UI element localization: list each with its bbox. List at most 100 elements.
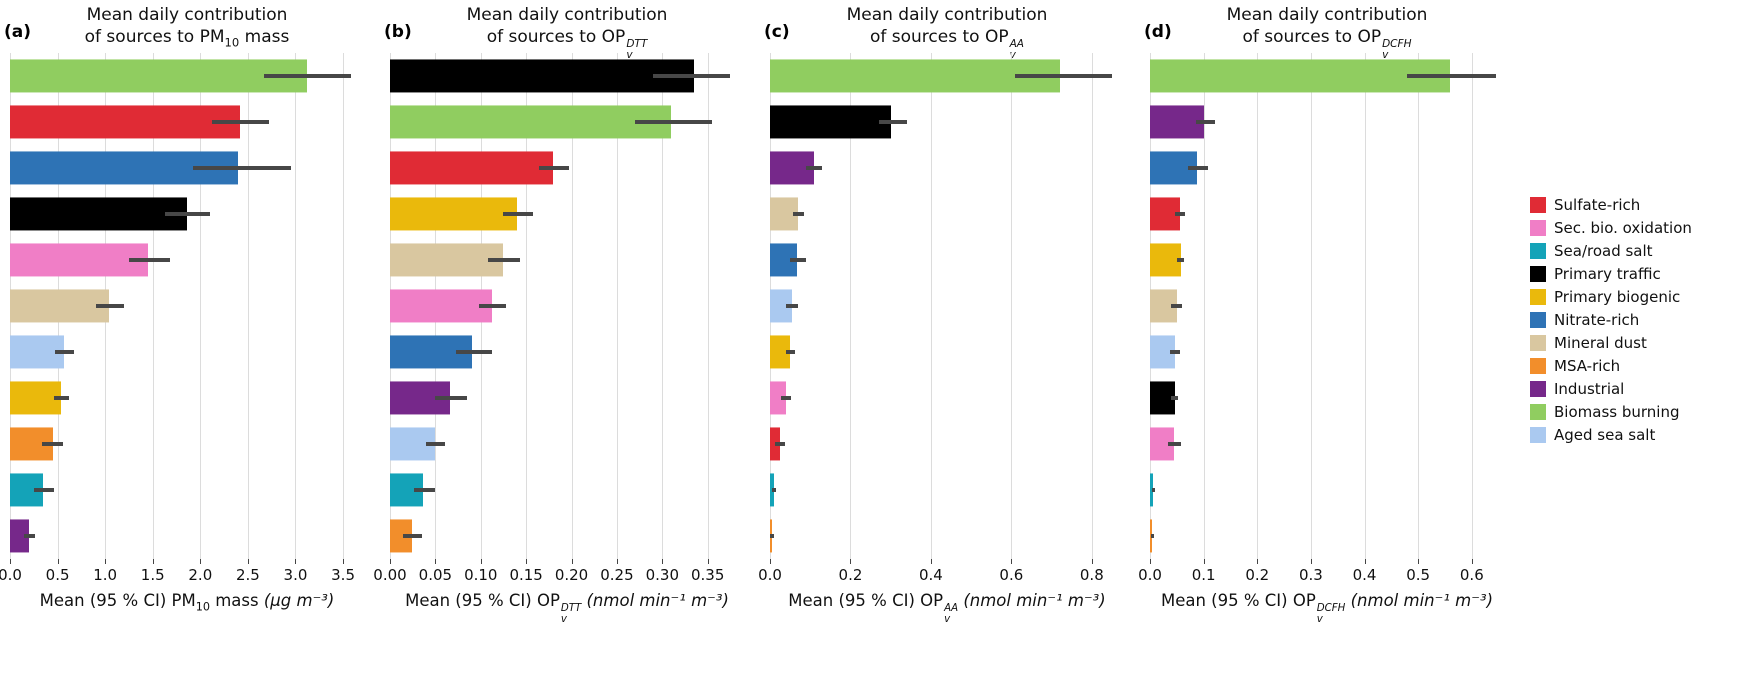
legend-item-sulfate-rich: Sulfate-rich <box>1530 196 1761 214</box>
x-tick-label: 0.10 <box>464 566 498 584</box>
x-tick-label: 0.00 <box>373 566 407 584</box>
bar-primary-traffic <box>390 59 695 93</box>
x-axis-b: 0.00 0.05 0.10 0.15 0.20 0.25 0.30 0.35 <box>373 559 744 586</box>
gridline <box>616 53 618 559</box>
panel-title-c: Mean daily contribution of sources to OP A… <box>770 5 1124 60</box>
metric-label: OP DCFH v <box>1292 591 1346 625</box>
bar-row-sea-road-salt <box>390 467 744 513</box>
bar-primary-traffic <box>770 105 891 139</box>
x-tick-mark <box>770 559 771 564</box>
error-bar-mineral-dust <box>488 258 520 262</box>
error-bar-aged-sea-salt <box>1169 350 1181 354</box>
legend-label-nitrate-rich: Nitrate-rich <box>1554 311 1640 329</box>
x-tick-mark <box>435 559 437 564</box>
error-bar-sulfate-rich <box>538 166 569 170</box>
bar-row-primary-traffic <box>770 99 1124 145</box>
error-bar-mineral-dust <box>1171 304 1183 308</box>
error-bar-sulfate-rich <box>211 120 269 124</box>
legend-label-industrial: Industrial <box>1554 380 1625 398</box>
gridline <box>1471 53 1473 559</box>
x-tick-label: 0.0 <box>1138 566 1162 584</box>
panel-title-line-1: Mean daily contribution <box>1226 5 1428 25</box>
error-bar-industrial <box>435 396 468 400</box>
bar-primary-traffic <box>1150 381 1175 415</box>
error-bar-industrial <box>24 534 35 538</box>
x-tick-label: 0.1 <box>1191 566 1216 584</box>
x-tick-mark <box>930 559 932 564</box>
bar-row-mineral-dust <box>1150 283 1504 329</box>
gridline <box>152 53 154 559</box>
panel-title-line-1: Mean daily contribution <box>466 5 668 25</box>
x-tick-mark <box>1310 559 1312 564</box>
legend-swatch-aged-sea-salt <box>1530 427 1546 443</box>
error-bar-mineral-dust <box>95 304 125 308</box>
error-bar-biomass-burning <box>635 120 713 124</box>
x-tick-label: 0.05 <box>418 566 453 584</box>
gridline <box>200 53 202 559</box>
bar-industrial <box>10 519 30 553</box>
error-bar-primary-traffic <box>165 212 210 216</box>
x-tick-label: 0.25 <box>600 566 634 584</box>
error-bar-nitrate-rich <box>192 166 291 170</box>
x-tick-mark <box>105 559 107 564</box>
unit-label: (nmol min⁻¹ m⁻³) <box>963 591 1106 610</box>
x-tick-mark <box>152 559 154 564</box>
bar-msa-rich <box>390 519 412 553</box>
error-bar-biomass-burning <box>264 74 351 78</box>
bar-row-mineral-dust <box>770 191 1124 237</box>
legend-item-msa-rich: MSA-rich <box>1530 357 1761 375</box>
plot-area-d <box>1150 53 1504 559</box>
bar-row-biomass-burning <box>390 99 744 145</box>
x-tick-mark <box>57 559 59 564</box>
metric-label: OP DTT v <box>601 26 648 61</box>
error-bar-sec-bio-oxidation <box>781 396 791 400</box>
x-tick-mark <box>1091 559 1093 564</box>
error-bar-primary-traffic <box>1171 396 1178 400</box>
bar-row-msa-rich <box>390 513 744 559</box>
x-tick-mark <box>616 559 618 564</box>
bar-sec-bio-oxidation <box>10 243 148 277</box>
panel-a: (a) Mean daily contribution of sources to … <box>0 0 380 676</box>
bar-mineral-dust <box>10 289 109 323</box>
bar-aged-sea-salt <box>770 289 793 323</box>
panel-c: (c) Mean daily contribution of sources to … <box>758 0 1140 676</box>
x-tick-label: 0.2 <box>1245 566 1270 584</box>
bar-row-sec-bio-oxidation <box>390 283 744 329</box>
gridline <box>930 53 932 559</box>
bars-c <box>770 53 1124 559</box>
gridline <box>247 53 249 559</box>
panel-letter-b: (b) <box>384 22 412 42</box>
x-tick-label: 0.2 <box>838 566 863 584</box>
x-tick-label: 0.20 <box>554 566 589 584</box>
bar-row-aged-sea-salt <box>10 329 364 375</box>
bar-row-sea-road-salt <box>10 467 364 513</box>
x-tick-label: 1.5 <box>140 566 165 584</box>
bar-row-sea-road-salt <box>770 467 1124 513</box>
error-bar-industrial <box>1195 120 1216 124</box>
metric-label: OP DCFH v <box>1357 26 1412 61</box>
legend: Sulfate-rich Sec. bio. oxidation Sea/road … <box>1520 0 1761 676</box>
bar-row-nitrate-rich <box>390 329 744 375</box>
legend-swatch-mineral-dust <box>1530 335 1546 351</box>
x-tick-mark <box>662 559 664 564</box>
error-bar-primary-biogenic <box>1176 258 1185 262</box>
legend-label-aged-sea-salt: Aged sea salt <box>1554 426 1656 444</box>
panel-title-line-1: Mean daily contribution <box>86 5 288 25</box>
error-bar-primary-traffic <box>878 120 907 124</box>
metric-sup-sub: DCFH v <box>1382 38 1412 61</box>
error-bar-sec-bio-oxidation <box>1168 442 1181 446</box>
x-tick-label: 0.4 <box>918 566 943 584</box>
panel-title-b: Mean daily contribution of sources to OP D… <box>390 5 744 61</box>
x-tick-mark <box>850 559 852 564</box>
bar-mineral-dust <box>390 243 504 277</box>
bar-row-primary-traffic <box>390 53 744 99</box>
x-tick-label: 0.5 <box>45 566 70 584</box>
x-tick-mark <box>1364 559 1366 564</box>
metric-sup-sub: DTT v <box>626 38 648 61</box>
bar-row-sec-bio-oxidation <box>1150 421 1504 467</box>
panel-title-a: Mean daily contribution of sources to PM1… <box>10 5 364 51</box>
x-tick-mark <box>247 559 249 564</box>
legend-label-msa-rich: MSA-rich <box>1554 357 1621 375</box>
x-tick-label: 0.30 <box>645 566 679 584</box>
gridline <box>1257 53 1259 559</box>
